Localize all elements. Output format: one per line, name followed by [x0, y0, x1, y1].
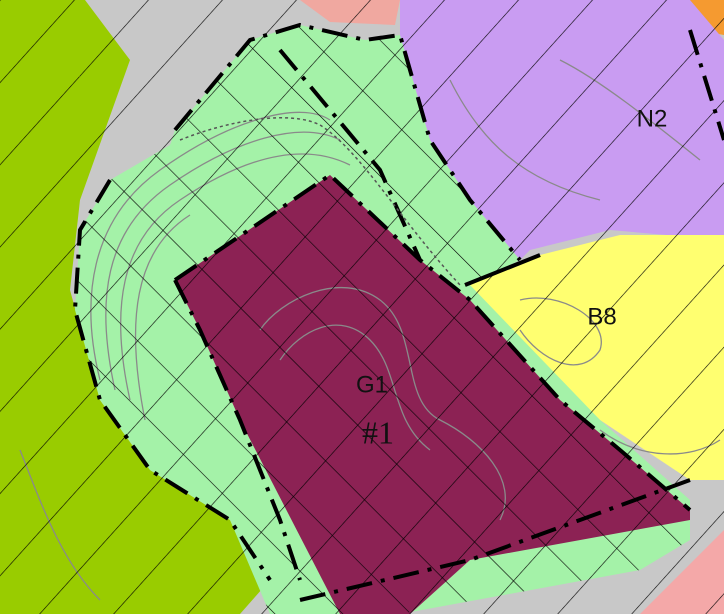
boundary-green	[72, 22, 522, 582]
boundary-g1	[173, 172, 692, 512]
zone-label: B8	[587, 303, 616, 330]
zone-label: #1	[362, 414, 394, 450]
zone-label: N2	[637, 105, 668, 132]
trail	[179, 117, 461, 286]
boundary-ne	[688, 29, 724, 141]
boundary-g1-west	[173, 279, 302, 581]
boundary-south	[299, 478, 691, 602]
boundary-b8	[464, 253, 541, 287]
zone-label: G1	[356, 371, 388, 398]
boundary-inner	[278, 48, 422, 261]
